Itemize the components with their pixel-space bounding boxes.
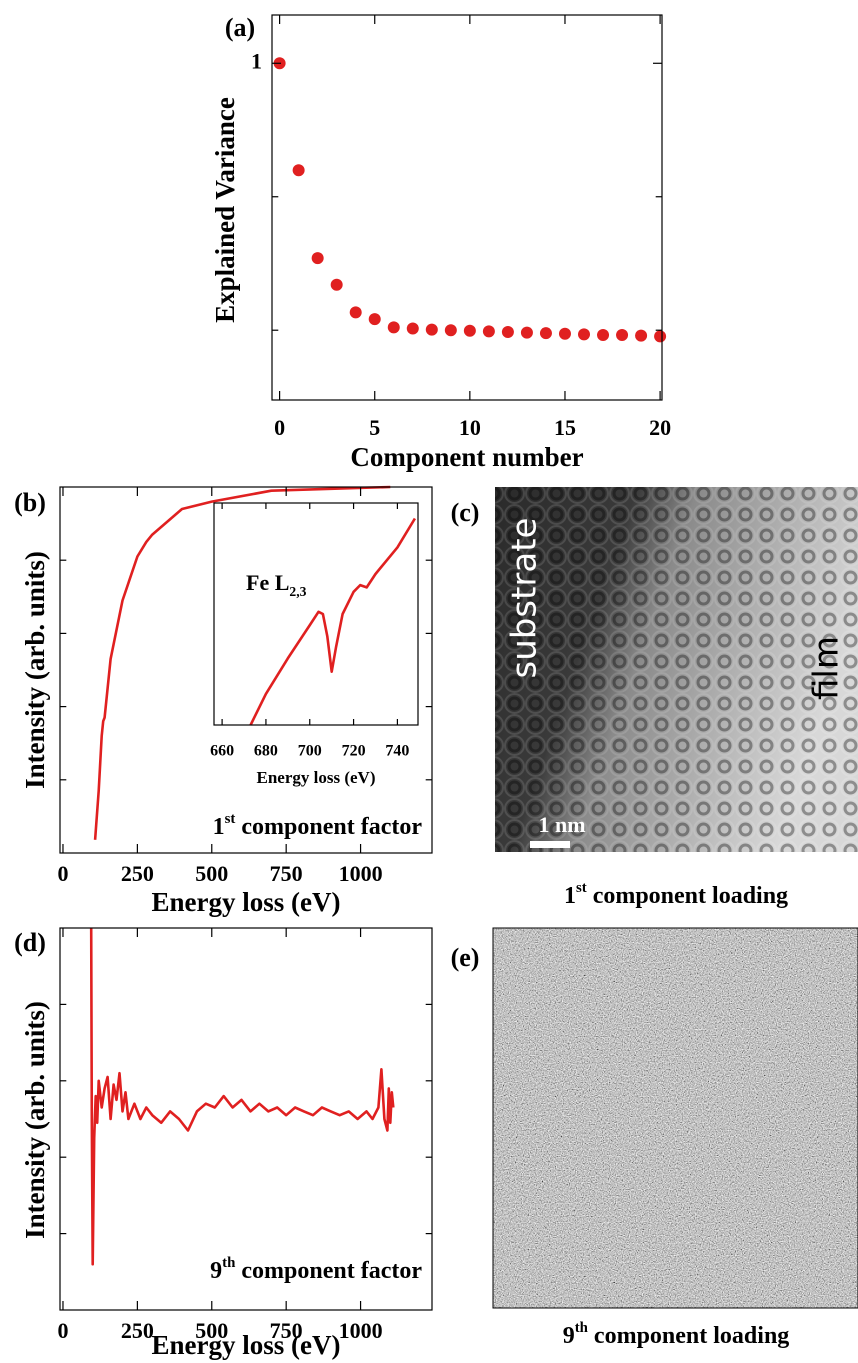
x-tick-label: 720 (342, 743, 366, 760)
data-point (501, 325, 514, 338)
text-part-rest: component factor (235, 814, 422, 840)
region-label: substrate (505, 518, 545, 679)
data-point (349, 306, 362, 319)
data-point (406, 322, 419, 335)
image-frame (492, 927, 858, 1309)
text-part-rest: component factor (235, 1258, 422, 1284)
data-point (520, 326, 533, 339)
x-tick-label: 750 (270, 861, 303, 886)
plot-frame (271, 14, 663, 401)
x-axis-label: Energy loss (eV) (257, 768, 376, 787)
x-tick-label: 700 (298, 743, 322, 760)
y-axis-label: Intensity (arb. units) (20, 551, 50, 789)
x-tick-label: 250 (121, 1318, 154, 1343)
text-part-rest: component loading (587, 883, 788, 909)
panel-label: (e) (451, 943, 480, 972)
text-part-rest: component loading (588, 1323, 789, 1349)
text-part-sub: 2,3 (289, 584, 306, 599)
data-point (635, 329, 648, 342)
x-axis-label: Energy loss (eV) (152, 887, 341, 917)
x-tick-label: 1000 (339, 1318, 383, 1343)
annotation: 9th component factor (210, 1255, 422, 1283)
x-tick-label: 660 (210, 743, 234, 760)
data-point (578, 328, 590, 341)
image-caption: 9th component loading (563, 1320, 790, 1348)
y-axis-label: Intensity (arb. units) (20, 1001, 50, 1239)
x-tick-label: 10 (459, 415, 481, 440)
data-point (311, 252, 324, 265)
region-label: film (807, 636, 847, 700)
text-part-base: Fe L (246, 570, 289, 595)
x-tick-label: 250 (121, 861, 154, 886)
data-point (444, 324, 457, 337)
annotation: Fe L2,3 (246, 570, 307, 599)
x-tick-label: 0 (57, 861, 68, 886)
data-point (539, 327, 552, 340)
x-tick-label: 0 (57, 1318, 68, 1343)
data-point (597, 329, 610, 342)
x-axis-label: Energy loss (eV) (152, 1330, 341, 1360)
annotation: 1st component factor (213, 811, 423, 839)
plot-frame (59, 927, 433, 1311)
text-part-base: 9 (210, 1258, 222, 1284)
text-part-sup: th (222, 1255, 236, 1271)
x-tick-label: 0 (274, 415, 285, 440)
x-tick-label: 15 (554, 415, 576, 440)
panel-label: (b) (14, 488, 46, 517)
data-point (425, 323, 438, 336)
x-tick-label: 750 (270, 1318, 303, 1343)
plot-frame (59, 486, 433, 854)
panel-label: (d) (14, 928, 46, 957)
y-axis-label: Explained Variance (210, 97, 240, 323)
data-point (292, 164, 305, 177)
data-point (616, 329, 629, 342)
data-point (463, 324, 476, 337)
panel-label: (a) (225, 13, 255, 42)
x-tick-label: 5 (369, 415, 380, 440)
x-tick-label: 680 (254, 743, 278, 760)
image-caption: 1st component loading (564, 880, 788, 908)
text-part-base: 9 (563, 1323, 575, 1349)
data-point (558, 327, 571, 340)
scale-bar (530, 841, 570, 848)
text-part-sup: th (575, 1320, 589, 1336)
plot-frame (213, 502, 419, 726)
x-tick-label: 740 (385, 743, 409, 760)
panel-label: (c) (451, 498, 480, 527)
x-axis-label: Component number (350, 442, 583, 472)
data-point (654, 330, 667, 343)
text-part-sup: st (225, 811, 236, 827)
data-point (387, 321, 400, 334)
x-tick-label: 500 (195, 1318, 228, 1343)
text-part-base: 1 (213, 814, 225, 840)
scale-bar-label: 1 nm (538, 812, 585, 837)
noise-image (493, 928, 858, 1308)
x-tick-label: 1000 (339, 861, 383, 886)
data-point (482, 325, 495, 338)
data-point (330, 278, 343, 291)
data-line (249, 517, 417, 726)
text-part-sup: st (576, 880, 587, 896)
x-tick-label: 500 (195, 861, 228, 886)
lattice-texture (495, 487, 858, 852)
data-point (368, 313, 381, 326)
data-line (89, 927, 395, 1266)
y-tick-label: 1 (251, 48, 262, 73)
text-part-base: 1 (564, 883, 576, 909)
x-tick-label: 20 (649, 415, 671, 440)
data-line (93, 485, 391, 840)
